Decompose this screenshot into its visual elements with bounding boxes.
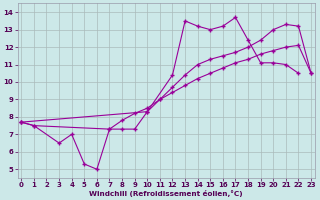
X-axis label: Windchill (Refroidissement éolien,°C): Windchill (Refroidissement éolien,°C) [89, 190, 243, 197]
